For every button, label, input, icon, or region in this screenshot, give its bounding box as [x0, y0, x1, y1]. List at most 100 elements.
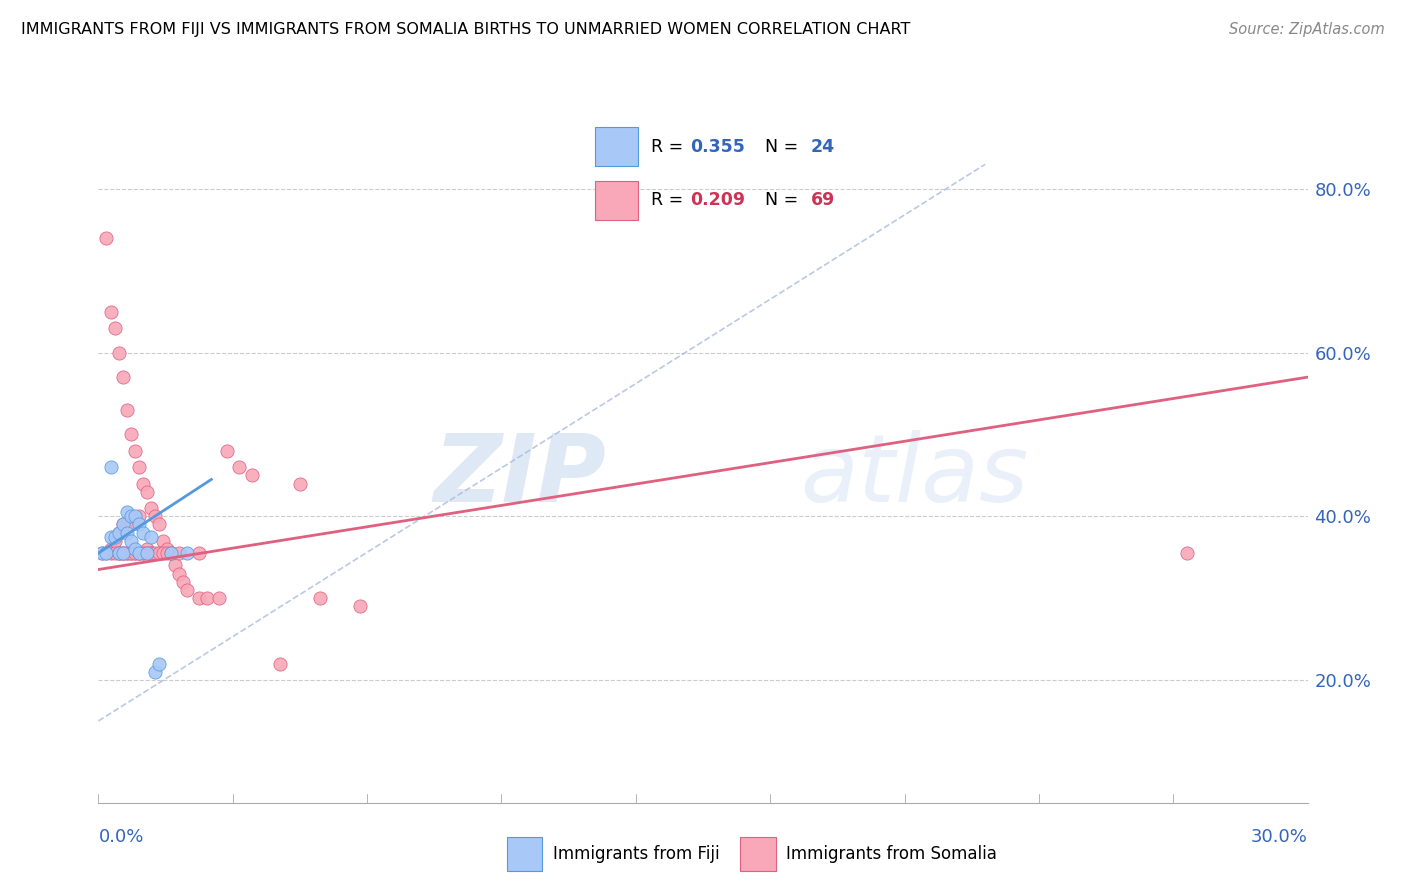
Point	[132, 476, 155, 491]
Point	[96, 546, 118, 560]
Point	[107, 546, 129, 560]
Point	[107, 525, 129, 540]
Point	[139, 546, 162, 560]
Point	[217, 443, 239, 458]
Bar	[741, 837, 776, 871]
Text: Source: ZipAtlas.com: Source: ZipAtlas.com	[1229, 22, 1385, 37]
Point	[139, 530, 162, 544]
Point	[107, 345, 129, 359]
Point	[128, 509, 150, 524]
Point	[124, 443, 146, 458]
Point	[120, 509, 142, 524]
Text: 0.0%: 0.0%	[98, 828, 143, 846]
Text: 24: 24	[811, 137, 835, 155]
Point	[115, 546, 138, 560]
Point	[115, 505, 138, 519]
Point	[124, 546, 146, 560]
Point	[176, 546, 198, 560]
Point	[349, 599, 371, 614]
Text: 69: 69	[811, 191, 835, 209]
Point	[167, 566, 190, 581]
Point	[120, 546, 142, 560]
Point	[143, 546, 166, 560]
Point	[100, 546, 122, 560]
Point	[111, 370, 134, 384]
Point	[176, 582, 198, 597]
Point	[115, 546, 138, 560]
Bar	[595, 181, 637, 220]
Text: R =: R =	[651, 137, 689, 155]
Point	[120, 546, 142, 560]
Point	[269, 657, 291, 671]
Point	[124, 509, 146, 524]
Point	[188, 591, 211, 606]
Point	[148, 546, 170, 560]
Point	[128, 546, 150, 560]
Point	[96, 231, 118, 245]
Point	[156, 546, 179, 560]
Point	[115, 403, 138, 417]
Point	[100, 460, 122, 475]
Point	[148, 546, 170, 560]
Point	[148, 517, 170, 532]
Point	[152, 546, 174, 560]
Point	[111, 546, 134, 560]
Point	[160, 546, 183, 560]
Point	[128, 546, 150, 560]
Point	[91, 546, 114, 560]
Point	[195, 591, 218, 606]
Point	[132, 546, 155, 560]
Point	[163, 558, 186, 573]
Point	[156, 542, 179, 557]
Point	[107, 525, 129, 540]
Point	[228, 460, 250, 475]
Bar	[595, 127, 637, 166]
Point	[135, 546, 157, 560]
Point	[188, 546, 211, 560]
Point	[160, 546, 183, 560]
Point	[152, 533, 174, 548]
Point	[128, 546, 150, 560]
Point	[103, 321, 125, 335]
Point	[132, 546, 155, 560]
Point	[120, 427, 142, 442]
Text: R =: R =	[651, 191, 689, 209]
Point	[240, 468, 263, 483]
Point	[139, 501, 162, 516]
Text: IMMIGRANTS FROM FIJI VS IMMIGRANTS FROM SOMALIA BIRTHS TO UNMARRIED WOMEN CORREL: IMMIGRANTS FROM FIJI VS IMMIGRANTS FROM …	[21, 22, 911, 37]
Point	[111, 546, 134, 560]
Text: 0.209: 0.209	[690, 191, 745, 209]
Point	[128, 517, 150, 532]
Point	[107, 546, 129, 560]
Point	[135, 542, 157, 557]
Point	[208, 591, 231, 606]
Text: Immigrants from Fiji: Immigrants from Fiji	[553, 845, 720, 863]
Point	[103, 533, 125, 548]
Point	[111, 517, 134, 532]
Point	[100, 530, 122, 544]
Text: Immigrants from Somalia: Immigrants from Somalia	[786, 845, 997, 863]
Point	[143, 665, 166, 679]
Text: 30.0%: 30.0%	[1251, 828, 1308, 846]
Text: N =: N =	[765, 191, 804, 209]
Point	[143, 509, 166, 524]
Point	[135, 546, 157, 560]
Point	[1175, 546, 1198, 560]
Point	[160, 546, 183, 560]
Point	[309, 591, 332, 606]
Point	[124, 546, 146, 560]
Point	[100, 542, 122, 557]
Point	[288, 476, 311, 491]
Point	[124, 542, 146, 557]
Text: atlas: atlas	[800, 430, 1028, 521]
Point	[132, 525, 155, 540]
Point	[103, 546, 125, 560]
Point	[135, 484, 157, 499]
Point	[96, 546, 118, 560]
Point	[120, 533, 142, 548]
Point	[100, 304, 122, 318]
Point	[111, 546, 134, 560]
Text: ZIP: ZIP	[433, 430, 606, 522]
Text: 0.355: 0.355	[690, 137, 745, 155]
Point	[115, 525, 138, 540]
